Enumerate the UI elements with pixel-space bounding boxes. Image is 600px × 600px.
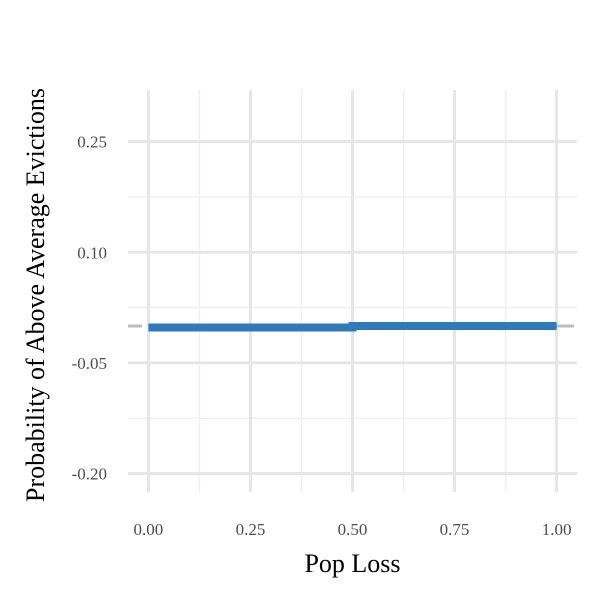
series-group [148, 322, 557, 332]
y-tick-label: -0.20 [72, 465, 107, 484]
x-tick-label: 0.00 [134, 520, 164, 539]
x-tick-labels: 0.00 0.25 0.50 0.75 1.00 [134, 520, 572, 539]
y-tick-label: -0.05 [72, 354, 107, 373]
x-tick-label: 0.50 [338, 520, 368, 539]
y-tick-label: 0.25 [77, 133, 107, 152]
series-line [148, 322, 557, 332]
x-tick-label: 0.75 [440, 520, 470, 539]
x-tick-label: 1.00 [542, 520, 572, 539]
x-tick-label: 0.25 [236, 520, 266, 539]
grid [128, 90, 577, 492]
x-axis-title: Pop Loss [304, 549, 400, 578]
y-tick-labels: 0.25 0.10 -0.05 -0.20 [72, 133, 107, 484]
y-tick-label: 0.10 [77, 243, 107, 262]
y-axis-title: Probability of Above Average Evictions [21, 88, 50, 502]
